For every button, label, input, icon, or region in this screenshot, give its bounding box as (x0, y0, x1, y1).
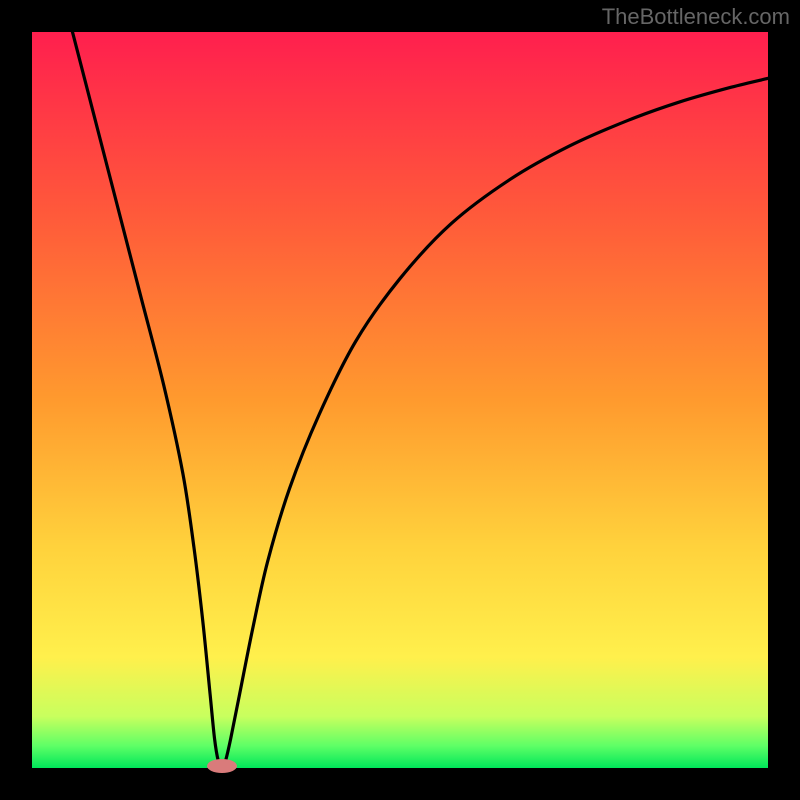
chart-container: TheBottleneck.com (0, 0, 800, 800)
plot-area (32, 32, 768, 768)
bottleneck-curve (72, 32, 768, 768)
curve-svg (32, 32, 768, 768)
watermark-text: TheBottleneck.com (602, 4, 790, 30)
optimal-marker (207, 759, 237, 773)
